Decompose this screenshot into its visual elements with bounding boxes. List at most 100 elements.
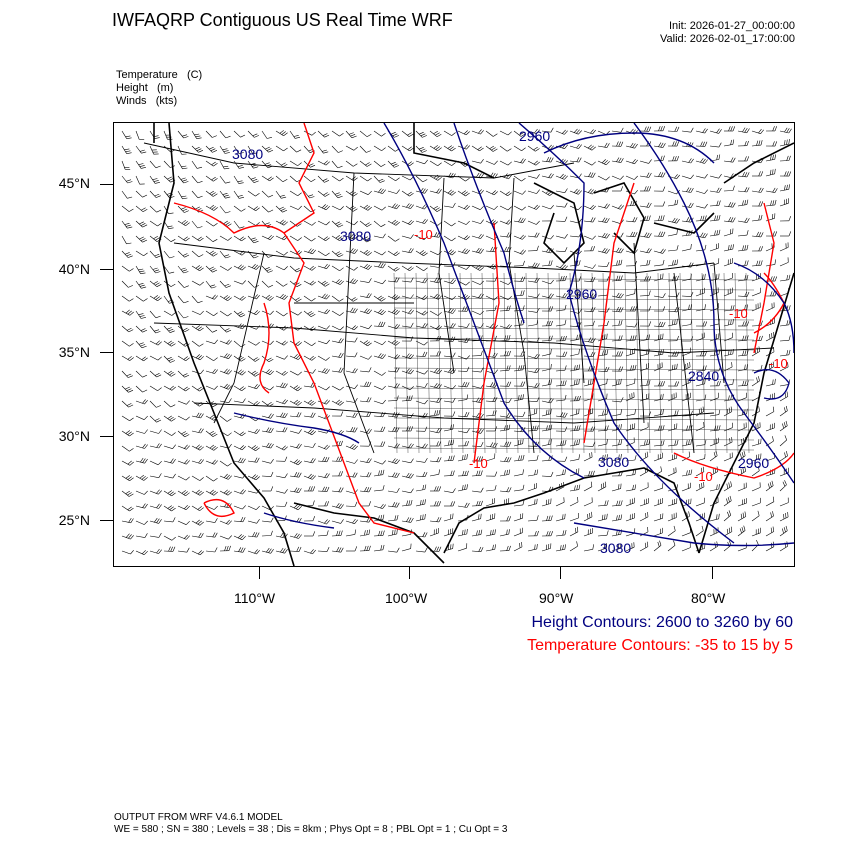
wind-barb bbox=[513, 546, 523, 552]
wind-barb-flag bbox=[408, 354, 412, 359]
wind-barb-flag bbox=[129, 477, 134, 482]
wind-barb bbox=[373, 220, 382, 227]
wind-barb-flag bbox=[700, 232, 704, 238]
wind-barb-flag bbox=[770, 362, 773, 368]
wind-barb-flag bbox=[660, 321, 664, 327]
wind-barb-flag bbox=[125, 490, 130, 494]
wind-barb-flag bbox=[784, 127, 788, 133]
wind-barb-flag bbox=[339, 237, 344, 241]
height-contour bbox=[518, 123, 735, 544]
wind-barb-flag bbox=[156, 419, 162, 423]
wind-barb-flag bbox=[254, 532, 258, 537]
county-line bbox=[646, 272, 651, 454]
wind-barb-flag bbox=[390, 161, 396, 165]
wind-barb bbox=[163, 160, 171, 168]
wind-barb bbox=[233, 175, 240, 184]
wind-barb bbox=[177, 250, 185, 258]
wind-barb-flag bbox=[576, 129, 580, 134]
state-boundaries bbox=[143, 142, 775, 454]
wind-barb-flag bbox=[141, 475, 146, 480]
wind-barb-flag bbox=[504, 425, 506, 431]
wind-barb-flag bbox=[214, 339, 218, 344]
wind-barb-flag bbox=[213, 505, 218, 510]
wind-barb-flag bbox=[296, 412, 300, 417]
wind-barb-flag bbox=[365, 162, 370, 166]
wind-barb-flag bbox=[368, 355, 372, 360]
wind-barb-flag bbox=[438, 546, 442, 552]
wind-barb-flag bbox=[564, 202, 568, 208]
wind-barb bbox=[513, 250, 523, 255]
wind-barb-flag bbox=[381, 251, 386, 256]
wind-barb-flag bbox=[380, 188, 384, 194]
wind-barb bbox=[149, 340, 159, 346]
wind-barb-flag bbox=[740, 468, 743, 474]
wind-barb-flag bbox=[701, 467, 703, 473]
wind-barb-flag bbox=[519, 132, 524, 136]
wind-barb-flag bbox=[180, 177, 186, 180]
wind-barb-flag bbox=[127, 310, 132, 315]
wind-barb bbox=[695, 190, 705, 194]
wind-barb-flag bbox=[550, 408, 552, 414]
wind-barb-flag bbox=[760, 320, 763, 326]
wind-barb bbox=[527, 459, 538, 462]
wind-barb-flag bbox=[536, 530, 539, 536]
wind-barb-flag bbox=[574, 425, 577, 431]
wind-barb-flag bbox=[380, 514, 382, 520]
wind-barb-flag bbox=[226, 418, 232, 422]
wind-barb-flag bbox=[674, 156, 677, 162]
wind-barb-flag bbox=[466, 484, 468, 490]
wind-barb bbox=[765, 411, 775, 417]
wind-barb-flag bbox=[337, 279, 342, 284]
wind-barb-flag bbox=[742, 127, 746, 133]
wind-barb-flag bbox=[309, 312, 314, 316]
wind-barb bbox=[555, 265, 565, 270]
wind-barb-flag bbox=[422, 218, 426, 224]
wind-barb bbox=[205, 340, 215, 344]
county-line bbox=[745, 272, 750, 454]
wind-barb-flag bbox=[157, 297, 162, 302]
wind-barb bbox=[121, 400, 129, 408]
wind-barb-flag bbox=[746, 140, 749, 146]
wind-barb-flag bbox=[758, 246, 761, 252]
wind-barb-flag bbox=[185, 476, 190, 481]
wind-barb-flag bbox=[237, 180, 243, 182]
wind-barb bbox=[569, 459, 579, 462]
wind-barb-flag bbox=[153, 180, 159, 182]
wind-barb-flag bbox=[127, 431, 132, 435]
wind-barb-flag bbox=[354, 337, 358, 343]
wind-barb-flag bbox=[171, 432, 176, 436]
wind-barb bbox=[569, 220, 579, 224]
wind-barb-flag bbox=[307, 473, 312, 478]
wind-barb bbox=[121, 490, 130, 497]
wind-barb-flag bbox=[561, 174, 566, 179]
wind-barb-flag bbox=[297, 342, 302, 346]
wind-barb bbox=[415, 295, 425, 301]
height-contour bbox=[753, 369, 790, 400]
county-line bbox=[591, 272, 596, 454]
wind-barb-flag bbox=[141, 345, 147, 349]
wind-barb bbox=[611, 339, 622, 342]
wind-barb-flag bbox=[712, 468, 715, 474]
wind-barb-flag bbox=[546, 409, 548, 415]
wind-barb-flag bbox=[256, 532, 260, 538]
wind-barb bbox=[191, 535, 201, 538]
wind-barb-flag bbox=[368, 278, 372, 283]
wind-barb-flag bbox=[718, 129, 722, 134]
wind-barb bbox=[289, 250, 299, 256]
wind-barb-flag bbox=[366, 163, 372, 167]
wind-barb-flag bbox=[522, 158, 526, 164]
wind-barb-flag bbox=[620, 127, 624, 133]
wind-barb bbox=[499, 533, 509, 537]
wind-barb bbox=[555, 518, 565, 522]
wind-barb-flag bbox=[768, 483, 770, 489]
wind-barb-flag bbox=[562, 440, 565, 446]
wind-barb-flag bbox=[352, 518, 356, 524]
wind-barb-flag bbox=[578, 173, 582, 179]
wind-barb-flag bbox=[728, 126, 731, 132]
wind-barb-flag bbox=[606, 218, 610, 223]
wind-barb-flag bbox=[494, 276, 498, 282]
wind-barb-flag bbox=[251, 445, 256, 449]
wind-barb-flag bbox=[311, 356, 316, 361]
county-line bbox=[569, 272, 574, 454]
wind-barb-flag bbox=[648, 159, 652, 164]
